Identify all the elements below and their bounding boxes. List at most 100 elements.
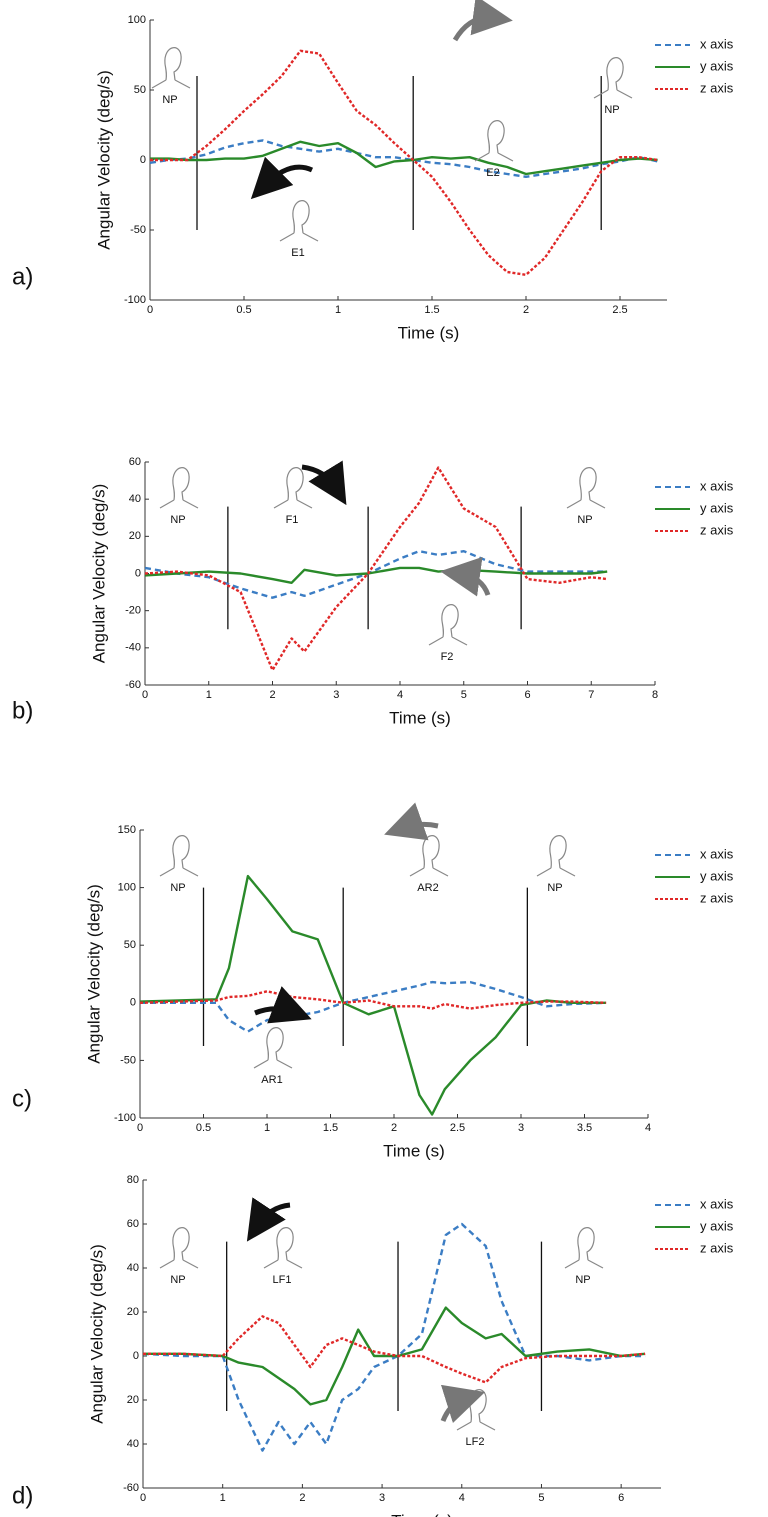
series-line: [142, 1222, 646, 1452]
series-line: [144, 550, 608, 599]
x-tick-label: 5: [538, 1492, 544, 1504]
x-tick-label: 2: [523, 304, 529, 316]
x-axis-label: Time (s): [391, 1511, 453, 1517]
legend-label: z axis: [700, 80, 734, 95]
legend-label: x axis: [700, 36, 734, 51]
panel: -60 40 20 0 20 40 60 80 0 1 2 3 4 5 6 Time (s) Angular V…: [12, 1174, 734, 1517]
x-tick-label: 0: [142, 689, 148, 701]
x-tick-label: 3: [333, 689, 339, 701]
y-axis-label: Angular Velocity (deg/s): [84, 884, 103, 1064]
y-tick-label: -100: [124, 294, 146, 306]
head-icon: [564, 1227, 604, 1269]
motion-arrow: [246, 1197, 291, 1242]
x-tick-label: 2: [299, 1492, 305, 1504]
x-tick-label: 4: [397, 689, 403, 701]
y-tick-label: 20: [127, 1394, 139, 1406]
phase-label: LF1: [273, 1274, 292, 1286]
panel: -100 -50 0 50 100 0 0.5 1 1.5 2 2.5 Time (s) Angular…: [12, 0, 734, 342]
motion-arrow: [301, 460, 347, 506]
legend-label: x axis: [700, 1196, 734, 1211]
y-tick-label: 50: [124, 939, 136, 951]
y-axis-label: Angular Velocity (deg/s): [89, 484, 108, 664]
x-tick-label: 6: [618, 1492, 624, 1504]
phase-label: F2: [441, 651, 454, 663]
y-tick-label: 40: [129, 493, 141, 505]
y-tick-label: 0: [130, 997, 136, 1009]
y-tick-label: 40: [127, 1262, 139, 1274]
series-line: [140, 980, 607, 1033]
legend-label: y axis: [700, 500, 734, 515]
series-line: [139, 874, 607, 1116]
panel-label: a): [12, 263, 33, 290]
phase-label: E1: [291, 247, 304, 259]
y-tick-label: 150: [118, 824, 136, 836]
legend-label: y axis: [700, 1218, 734, 1233]
phase-label: AR1: [261, 1074, 282, 1086]
x-tick-label: 0: [147, 304, 153, 316]
y-tick-label: 60: [127, 1218, 139, 1230]
head-icon: [566, 467, 606, 509]
x-tick-label: 3: [379, 1492, 385, 1504]
phase-label: NP: [170, 1274, 185, 1286]
x-tick-label: 4: [459, 1492, 465, 1504]
x-tick-label: 0.5: [196, 1122, 211, 1134]
x-tick-label: 1.5: [323, 1122, 338, 1134]
y-tick-label: -100: [114, 1112, 136, 1124]
y-tick-label: -50: [130, 224, 146, 236]
phase-label: NP: [577, 514, 592, 526]
x-tick-label: 2.5: [450, 1122, 465, 1134]
head-icon: [456, 1389, 496, 1431]
y-tick-label: -40: [125, 642, 141, 654]
series-line: [149, 139, 658, 178]
x-tick-label: 1.5: [424, 304, 439, 316]
head-icon: [279, 200, 319, 242]
y-tick-label: -50: [120, 1054, 136, 1066]
y-tick-label: 100: [128, 14, 146, 26]
x-axis-label: Time (s): [383, 1141, 445, 1160]
series-line: [143, 1306, 646, 1406]
series-line: [143, 1315, 646, 1384]
legend-label: z axis: [700, 1240, 734, 1255]
motion-arrow: [440, 1384, 486, 1424]
panel-label: d): [12, 1482, 33, 1509]
legend-label: x axis: [700, 846, 734, 861]
y-tick-label: 50: [134, 84, 146, 96]
panel-label: c): [12, 1085, 32, 1112]
y-axis-label: Angular Velocity (deg/s): [94, 70, 113, 250]
panel: -60 -40 -20 0 20 40 60 0 1 2 3 4 5 6 7 8 Time (s) Angular…: [12, 456, 734, 728]
x-tick-label: 5: [461, 689, 467, 701]
x-axis-label: Time (s): [398, 323, 460, 342]
phase-label: AR2: [417, 882, 438, 894]
head-icon: [159, 835, 199, 877]
legend-label: y axis: [700, 868, 734, 883]
x-tick-label: 3.5: [577, 1122, 592, 1134]
x-tick-label: 8: [652, 689, 658, 701]
x-tick-label: 1: [220, 1492, 226, 1504]
y-tick-label: 0: [133, 1350, 139, 1362]
x-axis-label: Time (s): [389, 708, 451, 727]
phase-label: LF2: [466, 1436, 485, 1448]
head-icon: [253, 1027, 293, 1069]
head-icon: [159, 1227, 199, 1269]
y-tick-label: 100: [118, 882, 136, 894]
y-tick-label: 60: [129, 456, 141, 468]
phase-label: NP: [604, 104, 619, 116]
series-line: [150, 49, 658, 276]
phase-label: F1: [286, 514, 299, 526]
x-tick-label: 2: [391, 1122, 397, 1134]
legend-label: y axis: [700, 58, 734, 73]
y-tick-label: 20: [129, 530, 141, 542]
phase-label: E2: [486, 167, 499, 179]
x-tick-label: 0: [137, 1122, 143, 1134]
head-icon: [536, 835, 576, 877]
motion-arrow: [250, 156, 314, 200]
panel: -100 -50 0 50 100 150 0 0.5 1 1.5 2 2.5 3 3.5 4 Time (s…: [12, 802, 734, 1160]
motion-arrow: [452, 0, 513, 42]
head-icon: [159, 467, 199, 509]
x-tick-label: 2.5: [612, 304, 627, 316]
motion-arrow: [440, 556, 491, 597]
y-tick-label: 80: [127, 1174, 139, 1186]
legend-label: z axis: [700, 890, 734, 905]
legend-label: x axis: [700, 478, 734, 493]
